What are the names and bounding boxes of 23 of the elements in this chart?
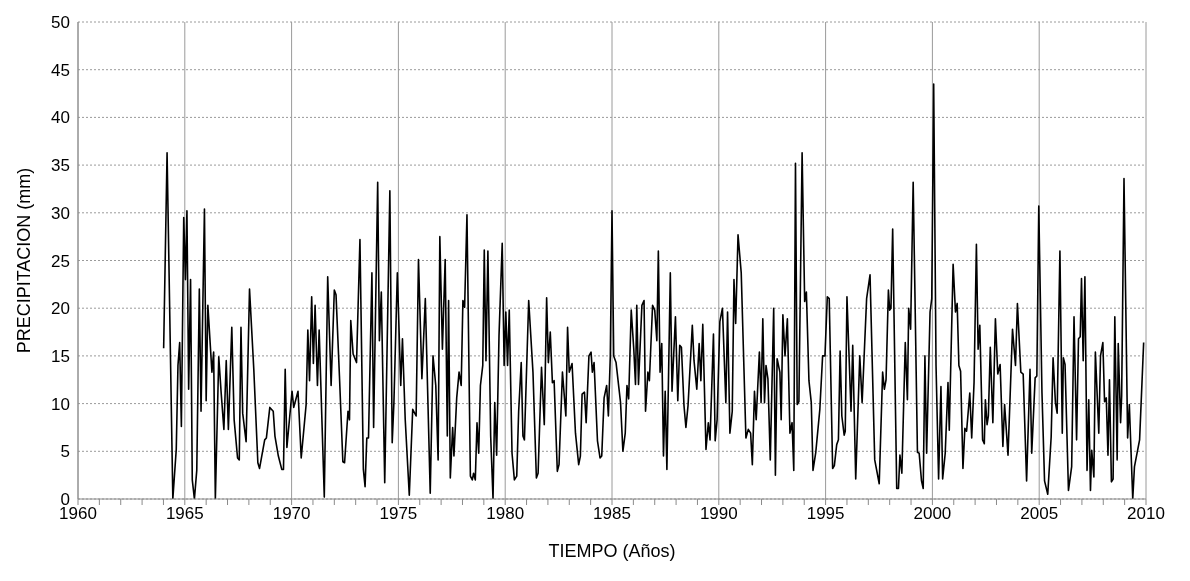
line-series (162, 83, 1145, 499)
y-axis-title: PRECIPITACION (mm) (14, 167, 35, 354)
y-tick-label: 50 (51, 13, 70, 33)
y-tick-label: 15 (51, 346, 70, 366)
y-tick-label: 40 (51, 108, 70, 128)
x-tick-label: 1975 (379, 504, 418, 524)
x-tick-label: 1965 (165, 504, 204, 524)
y-tick-label: 30 (51, 203, 70, 223)
x-tick-label: 1980 (486, 504, 525, 524)
y-tick-label: 5 (60, 442, 70, 462)
x-tick-label: 1985 (593, 504, 631, 524)
y-tick-label: 25 (51, 251, 70, 271)
x-tick-label: 1990 (699, 504, 738, 524)
y-tick-label: 20 (51, 299, 70, 319)
y-tick-label: 10 (51, 394, 70, 414)
x-tick-label: 2010 (1127, 504, 1165, 524)
x-tick-label: 1995 (806, 504, 845, 524)
x-tick-label: 2000 (913, 504, 952, 524)
y-tick-label: 35 (51, 156, 70, 176)
x-tick-label: 1970 (272, 504, 311, 524)
x-axis-title: TIEMPO (Años) (548, 541, 676, 561)
y-tick-label: 45 (51, 60, 70, 80)
x-tick-label: 2005 (1020, 504, 1059, 524)
